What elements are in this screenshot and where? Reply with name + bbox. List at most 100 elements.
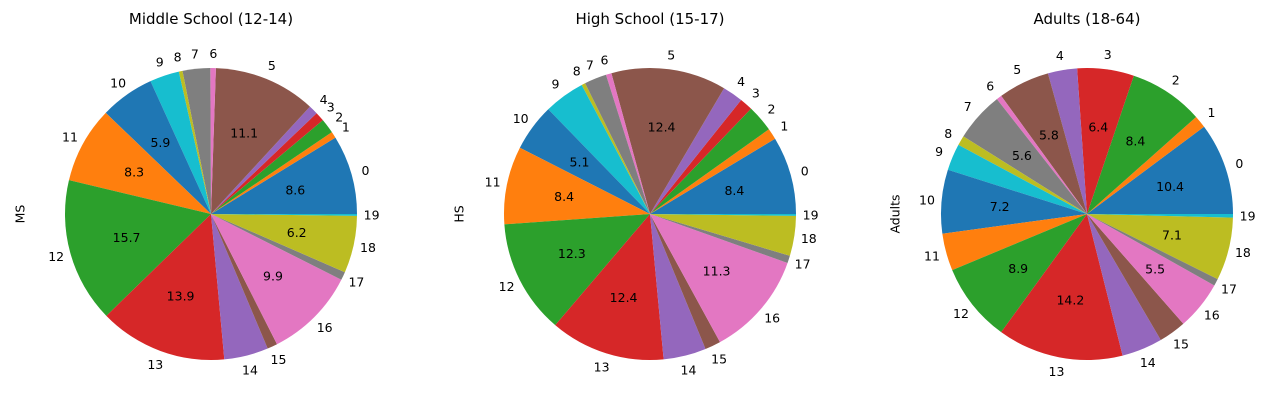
pie-slice-6 — [210, 67, 216, 214]
pct-label-13: 14.2 — [1056, 293, 1084, 308]
pie-slice-6 — [996, 95, 1087, 214]
slice-label-12: 12 — [953, 306, 969, 321]
pct-label-0: 8.6 — [285, 183, 305, 198]
pie-slice-12 — [504, 214, 650, 326]
slice-label-18: 18 — [360, 240, 376, 255]
pie-slice-9 — [548, 84, 650, 214]
slice-label-8: 8 — [174, 49, 182, 64]
pie-slice-4 — [1047, 68, 1087, 214]
pie-slice-16 — [650, 214, 788, 343]
pct-label-2: 8.4 — [1125, 134, 1145, 149]
pct-label-5: 5.8 — [1039, 128, 1059, 143]
pct-label-16: 11.3 — [703, 263, 731, 278]
slice-label-6: 6 — [986, 78, 994, 93]
pie-slice-8 — [178, 70, 211, 214]
slice-label-8: 8 — [944, 126, 952, 141]
pie-slice-8 — [581, 83, 650, 214]
pie-slice-12 — [65, 180, 212, 316]
pie-slice-3 — [650, 99, 752, 214]
slice-label-14: 14 — [681, 362, 697, 377]
slice-label-4: 4 — [1056, 48, 1064, 63]
slice-label-6: 6 — [209, 46, 217, 61]
slice-label-2: 2 — [335, 110, 343, 125]
pie-slice-18 — [650, 214, 796, 256]
slice-label-16: 16 — [317, 320, 333, 335]
slice-label-15: 15 — [711, 352, 727, 367]
slice-label-7: 7 — [586, 58, 594, 73]
slice-label-9: 9 — [156, 54, 164, 69]
slice-label-3: 3 — [1104, 47, 1112, 62]
pie-slice-10 — [105, 81, 211, 214]
slice-label-9: 9 — [552, 77, 560, 92]
pie-slice-5 — [1001, 73, 1087, 214]
pct-label-5: 11.1 — [230, 125, 258, 140]
pct-label-0: 8.4 — [724, 183, 744, 198]
slice-label-5: 5 — [1013, 62, 1021, 77]
pie-slice-15 — [211, 214, 278, 349]
pie-slice-9 — [150, 71, 211, 214]
pct-label-12: 15.7 — [113, 230, 141, 245]
slice-label-13: 13 — [147, 357, 163, 372]
pct-label-11: 8.3 — [124, 165, 144, 180]
pct-label-3: 6.4 — [1088, 120, 1108, 135]
slice-label-1: 1 — [1208, 105, 1216, 120]
chart-title: Middle School (12-14) — [129, 10, 293, 28]
pie-slice-12 — [952, 214, 1087, 333]
y-axis-label: MS — [13, 205, 28, 224]
slice-label-14: 14 — [1140, 355, 1156, 370]
slice-label-12: 12 — [48, 249, 64, 264]
pie-slice-5 — [211, 68, 310, 214]
slice-label-17: 17 — [1221, 282, 1237, 297]
pie-slice-16 — [211, 214, 342, 345]
chart-title: High School (15-17) — [575, 10, 724, 28]
pct-label-18: 6.2 — [287, 225, 307, 240]
slice-label-19: 19 — [364, 208, 380, 223]
pct-label-13: 13.9 — [167, 289, 195, 304]
pie-slice-19 — [650, 214, 797, 216]
pie-slice-14 — [211, 214, 268, 360]
slice-label-1: 1 — [342, 119, 350, 134]
slice-label-5: 5 — [667, 47, 675, 62]
slice-label-11: 11 — [62, 130, 78, 145]
pie-slice-1 — [650, 129, 776, 214]
pct-label-18: 7.1 — [1162, 228, 1182, 243]
slice-label-15: 15 — [271, 352, 287, 367]
slice-label-15: 15 — [1173, 337, 1189, 352]
pct-label-12: 8.9 — [1008, 261, 1028, 276]
pie-chart-2: High School (15-17)HS08.41234512.4678910… — [452, 10, 819, 377]
pie-slice-18 — [211, 214, 357, 273]
slice-label-18: 18 — [801, 231, 817, 246]
slice-label-18: 18 — [1235, 245, 1251, 260]
pie-slice-13 — [555, 214, 664, 360]
slice-label-2: 2 — [768, 102, 776, 117]
slice-label-10: 10 — [110, 76, 126, 91]
slice-label-16: 16 — [1204, 308, 1220, 323]
pie-slice-16 — [1087, 214, 1215, 324]
slice-label-11: 11 — [924, 249, 940, 264]
slice-label-0: 0 — [1235, 156, 1243, 171]
slice-label-1: 1 — [780, 118, 788, 133]
pie-chart-3: Adults (18-64)Adults010.4128.436.4455.86… — [888, 10, 1256, 379]
pie-slice-1 — [211, 132, 336, 214]
pie-slice-19 — [1087, 214, 1234, 218]
pie-slice-11 — [68, 112, 211, 214]
y-axis-label: Adults — [888, 194, 903, 233]
slice-label-3: 3 — [327, 99, 335, 114]
pct-label-0: 10.4 — [1156, 179, 1184, 194]
pie-slice-15 — [650, 214, 720, 350]
slice-label-7: 7 — [191, 47, 199, 62]
slice-label-4: 4 — [737, 74, 745, 89]
slice-label-2: 2 — [1172, 73, 1180, 88]
pct-label-16: 5.5 — [1145, 262, 1165, 277]
pct-label-10: 7.2 — [990, 199, 1010, 214]
pie-slice-0 — [1087, 126, 1233, 214]
slice-label-13: 13 — [594, 360, 610, 375]
pct-label-12: 12.3 — [558, 246, 586, 261]
pie-slice-10 — [519, 109, 650, 214]
pie-slice-2 — [1087, 75, 1197, 215]
slice-label-0: 0 — [362, 163, 370, 178]
slice-label-19: 19 — [1240, 209, 1256, 224]
pie-slice-11 — [504, 147, 650, 225]
slice-label-8: 8 — [573, 64, 581, 79]
pct-label-5: 12.4 — [648, 120, 676, 135]
